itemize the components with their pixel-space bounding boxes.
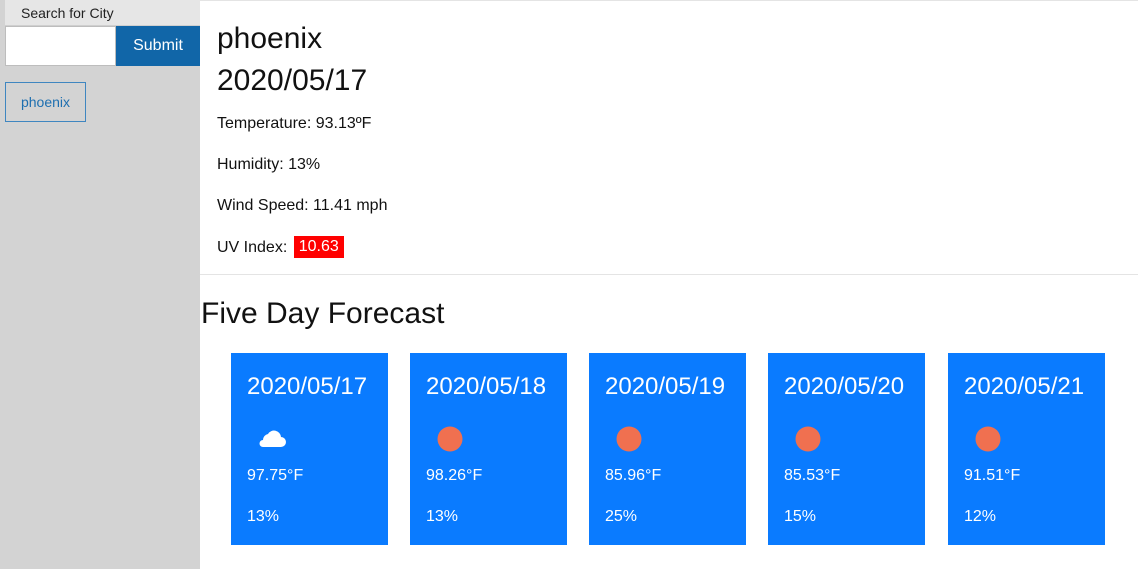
wind-speed-text: Wind Speed: 11.41 mph xyxy=(217,197,388,214)
forecast-humidity: 13% xyxy=(426,508,459,525)
current-weather-panel: phoenix 2020/05/17 Temperature: 93.13ºF … xyxy=(200,0,1138,275)
forecast-temperature: 91.51°F xyxy=(964,467,1021,484)
forecast-date: 2020/05/17 xyxy=(247,373,368,400)
uv-index-row: UV Index: 10.63 xyxy=(217,236,344,259)
current-date: 2020/05/17 xyxy=(217,64,368,97)
search-label: Search for City xyxy=(5,0,200,26)
forecast-humidity: 25% xyxy=(605,508,638,525)
forecast-card: 2020/05/21 91.51°F 12% xyxy=(948,353,1105,545)
cloud-icon xyxy=(259,430,286,447)
uv-index-badge: 10.63 xyxy=(293,236,344,258)
forecast-humidity: 12% xyxy=(964,508,997,525)
sidebar: Search for City Submit phoenix xyxy=(0,0,200,569)
city-name: phoenix xyxy=(217,22,323,55)
forecast-temperature: 85.53°F xyxy=(784,467,841,484)
forecast-date: 2020/05/20 xyxy=(784,373,905,400)
forecast-card: 2020/05/17 97.75°F 13% xyxy=(231,353,388,545)
uv-index-label: UV Index: xyxy=(217,239,288,257)
forecast-date: 2020/05/19 xyxy=(605,373,726,400)
forecast-card: 2020/05/19 85.96°F 25% xyxy=(589,353,746,545)
forecast-card: 2020/05/20 85.53°F 15% xyxy=(768,353,925,545)
forecast-temperature: 98.26°F xyxy=(426,467,483,484)
forecast-humidity: 15% xyxy=(784,508,817,525)
forecast-card: 2020/05/18 98.26°F 13% xyxy=(410,353,567,545)
forecast-date: 2020/05/18 xyxy=(426,373,547,400)
sun-icon xyxy=(795,426,821,452)
humidity-text: Humidity: 13% xyxy=(217,156,321,173)
sun-icon xyxy=(616,426,642,452)
forecast-temperature: 97.75°F xyxy=(247,467,304,484)
submit-button[interactable]: Submit xyxy=(116,26,200,66)
temperature-text: Temperature: 93.13ºF xyxy=(217,115,372,132)
sun-icon xyxy=(975,426,1001,452)
sun-icon xyxy=(437,426,463,452)
forecast-date: 2020/05/21 xyxy=(964,373,1085,400)
forecast-temperature: 85.96°F xyxy=(605,467,662,484)
history-city-button[interactable]: phoenix xyxy=(5,82,86,122)
city-search-input[interactable] xyxy=(5,26,116,66)
forecast-humidity: 13% xyxy=(247,508,280,525)
forecast-heading: Five Day Forecast xyxy=(201,297,445,330)
